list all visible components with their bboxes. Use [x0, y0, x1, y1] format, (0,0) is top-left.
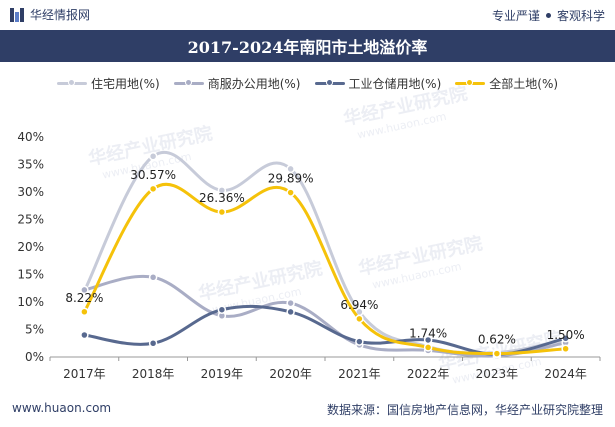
y-tick-label: 15%: [17, 268, 44, 282]
x-tick-label: 2017年: [63, 367, 106, 381]
series-0-point: [217, 186, 227, 195]
legend-marker: [325, 79, 333, 86]
series-3-point: [423, 343, 433, 352]
series-3-point: [355, 314, 364, 324]
y-tick-label: 0%: [25, 350, 44, 364]
series-3-point: [80, 307, 89, 317]
tagline: 专业严谨 客观科学: [492, 7, 605, 24]
data-label: 29.89%: [268, 172, 314, 186]
legend-item[interactable]: 商服办公用地(%): [173, 75, 301, 92]
tagline-right: 客观科学: [556, 9, 605, 23]
series-1-point: [286, 298, 295, 308]
series-3-point: [492, 349, 502, 358]
data-label: 1.74%: [409, 326, 447, 340]
footer: www.huaon.com 数据来源：国信房地产信息网，华经产业研究院整理: [0, 393, 615, 427]
legend-item[interactable]: 工业仓储用地(%): [314, 75, 442, 92]
y-tick-label: 25%: [17, 213, 44, 227]
series-3-point: [286, 188, 295, 197]
data-label: 26.36%: [199, 191, 245, 205]
series-2-point: [355, 337, 364, 346]
legend-swatch-icon: [173, 78, 204, 88]
legend-item[interactable]: 全部土地(%): [455, 75, 558, 92]
legend-label: 工业仓储用地(%): [348, 76, 442, 91]
x-tick-label: 2022年: [407, 367, 450, 381]
tagline-left: 专业严谨: [491, 9, 540, 23]
legend-swatch-icon: [314, 78, 345, 88]
x-tick-label: 2024年: [544, 367, 587, 381]
y-tick-label: 30%: [17, 185, 44, 199]
footer-source: 数据来源：国信房地产信息网，华经产业研究院整理: [326, 403, 603, 417]
legend-marker: [67, 79, 75, 86]
x-tick-label: 2021年: [338, 367, 381, 381]
series-3-point: [561, 344, 570, 353]
legend-marker: [466, 79, 474, 86]
series-3-point: [217, 207, 227, 217]
y-tick-label: 5%: [25, 323, 44, 337]
series-2-point: [561, 334, 570, 343]
brand-name: 华经情报网: [30, 8, 91, 22]
y-tick-label: 40%: [17, 130, 44, 144]
legend-marker: [184, 79, 192, 86]
data-label: 6.94%: [340, 298, 378, 312]
data-label: 30.57%: [130, 168, 176, 182]
legend-label: 商服办公用地(%): [207, 76, 301, 91]
series-0-point: [286, 164, 295, 174]
separator-dot-icon: [545, 13, 551, 18]
brand-logo-icon: [10, 7, 24, 22]
series-2-point: [80, 330, 89, 340]
top-header: 华经情报网 专业严谨 客观科学: [0, 0, 615, 30]
series-2-point: [148, 339, 158, 348]
legend-label: 全部土地(%): [489, 76, 559, 91]
y-tick-label: 10%: [17, 295, 44, 309]
x-tick-label: 2020年: [269, 367, 312, 381]
legend-swatch-icon: [455, 78, 486, 88]
line-chart: 华经产业研究院www.huaon.com华经产业研究院www.huaon.com…: [17, 82, 601, 387]
legend-label: 住宅用地(%): [90, 76, 160, 91]
series-0-point: [148, 152, 158, 161]
data-label: 0.62%: [478, 333, 516, 347]
x-tick-label: 2018年: [132, 367, 175, 381]
x-tick-label: 2019年: [201, 367, 244, 381]
data-label: 8.22%: [65, 291, 103, 305]
chart-title-bar: 2017-2024年南阳市土地溢价率: [0, 30, 615, 62]
series-2-point: [217, 305, 227, 314]
footer-website[interactable]: www.huaon.com: [12, 401, 112, 415]
y-tick-label: 35%: [17, 158, 44, 172]
x-tick-label: 2023年: [476, 367, 519, 381]
series-1-line: [82, 274, 568, 358]
series-1-point: [148, 273, 158, 282]
y-tick-label: 20%: [17, 240, 44, 254]
brand[interactable]: 华经情报网: [10, 6, 90, 23]
legend-swatch-icon: [56, 78, 87, 88]
series-3-point: [148, 184, 158, 194]
data-label: 1.50%: [547, 328, 585, 342]
legend-item[interactable]: 住宅用地(%): [56, 75, 160, 92]
series-1-point: [80, 285, 89, 295]
chart-title: 2017-2024年南阳市土地溢价率: [187, 38, 428, 57]
series-2-point: [286, 307, 295, 317]
chart-legend: 住宅用地(%) 商服办公用地(%) 工业仓储用地(%) 全部土地(%): [0, 70, 615, 96]
